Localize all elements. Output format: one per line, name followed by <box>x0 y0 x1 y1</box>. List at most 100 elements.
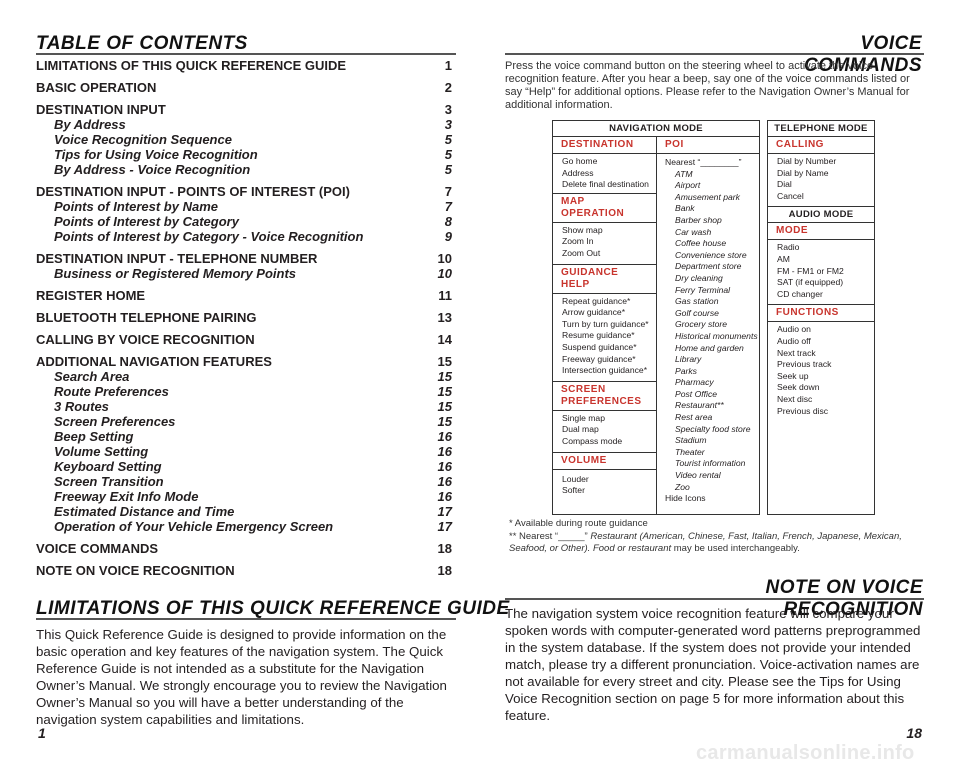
footnote2-italic: Restaurant (American, Chinese, Fast, Ita… <box>509 531 902 554</box>
toc-entry: NOTE ON VOICE RECOGNITION 18 <box>36 563 452 578</box>
list-item: Single map <box>562 412 605 423</box>
list-item: Airport <box>675 180 701 191</box>
list-item: Show map <box>562 224 603 235</box>
footnote2-suffix: may be used interchangeably. <box>671 543 800 554</box>
footnote2-prefix: ** Nearest “_____” <box>509 531 591 542</box>
toc-entry-page: 15 <box>437 354 452 369</box>
toc-entry-label: Business or Registered Memory Points <box>54 266 297 281</box>
poi-list: ATM Airport Amusement park Bank Barber shop C… <box>657 169 759 494</box>
list-item: Suspend guidance* <box>562 341 637 352</box>
list-item: Stadium <box>675 435 707 446</box>
navigation-left-column: DESTINATION Go home Address Delete final d… <box>553 137 657 515</box>
mode-list: Radio AM FM - FM1 or FM2 SAT (if equipped) C… <box>768 240 874 304</box>
toc-entry-label: Tips for Using Voice Recognition <box>54 147 258 162</box>
list-item: Dial by Number <box>777 156 837 166</box>
category-volume: VOLUME <box>553 451 656 470</box>
toc-entry-label: By Address <box>54 117 126 132</box>
toc-entry-label: By Address - Voice Recognition <box>54 162 251 177</box>
page-number-left: 1 <box>38 725 46 741</box>
toc-title: TABLE OF CONTENTS <box>36 33 248 54</box>
toc-entry-page: 10 <box>437 251 452 266</box>
list-item: Parks <box>675 365 697 376</box>
toc-entry-page: 16 <box>437 459 452 474</box>
toc-entry-label: REGISTER HOME <box>36 288 146 303</box>
toc-entry: Freeway Exit Info Mode 16 <box>36 489 452 504</box>
toc-entry: By Address - Voice Recognition 5 <box>36 162 452 177</box>
toc-entry-page: 13 <box>437 310 452 325</box>
toc-entry-label: Points of Interest by Category <box>54 214 239 229</box>
toc-entry-page: 15 <box>437 384 452 399</box>
toc-entry-page: 17 <box>437 504 452 519</box>
list-item: Department store <box>675 261 742 272</box>
audio-mode-header: AUDIO MODE <box>768 206 874 224</box>
screen-preferences-title-line1: SCREEN <box>561 383 606 395</box>
list-item: AM <box>777 253 790 264</box>
toc-entry: Search Area 15 <box>36 369 452 384</box>
list-item: Tourist information <box>675 458 746 469</box>
list-item: Audio off <box>777 335 811 346</box>
voice-commands-title: VOICE COMMANDS <box>804 33 922 76</box>
toc-entry: Points of Interest by Category 8 <box>36 214 452 229</box>
toc-entry-page: 3 <box>444 117 452 132</box>
toc-entry-label: Beep Setting <box>54 429 134 444</box>
list-item: Dry cleaning <box>675 272 723 283</box>
toc-entry: 3 Routes 15 <box>36 399 452 414</box>
category-poi: POI <box>657 137 759 154</box>
toc-entry: Points of Interest by Category - Voice R… <box>36 229 452 244</box>
toc-entry: Voice Recognition Sequence 5 <box>36 132 452 147</box>
category-guidance-help: GUIDANCE HELP <box>553 263 656 294</box>
limitations-title-rule <box>36 618 456 620</box>
list-item: Delete final destination <box>562 179 649 190</box>
toc-entry-page: 15 <box>437 369 452 384</box>
destination-list: Go home Address Delete final destination <box>553 154 656 193</box>
table-of-contents: LIMITATIONS OF THIS QUICK REFERENCE GUID… <box>36 58 452 578</box>
list-item: Intersection guidance* <box>562 365 648 376</box>
toc-entry: Volume Setting 16 <box>36 444 452 459</box>
volume-list: Louder Softer <box>553 470 656 499</box>
list-item: Seek up <box>777 370 809 381</box>
watermark-text: carmanualsonline.info <box>696 742 915 764</box>
toc-entry-page: 5 <box>444 162 452 177</box>
list-item: Amusement park <box>675 191 740 202</box>
navigation-right-column: POI Nearest “________” ATM Airport Amuseme… <box>657 137 759 515</box>
toc-entry: CALLING BY VOICE RECOGNITION 14 <box>36 332 452 347</box>
toc-entry-page: 2 <box>444 80 452 95</box>
toc-entry: Screen Transition 16 <box>36 474 452 489</box>
toc-entry-label: Points of Interest by Category - Voice R… <box>54 229 364 244</box>
toc-entry: DESTINATION INPUT 3 <box>36 102 452 117</box>
list-item: Bank <box>675 203 695 214</box>
toc-entry-page: 7 <box>444 184 452 199</box>
category-destination: DESTINATION <box>553 137 656 154</box>
list-item: Home and garden <box>675 342 744 353</box>
category-mode: MODE <box>768 223 874 241</box>
toc-entry-label: ADDITIONAL NAVIGATION FEATURES <box>36 354 272 369</box>
list-item: Specialty food store <box>675 423 751 434</box>
toc-entry: BASIC OPERATION 2 <box>36 80 452 95</box>
toc-entry: DESTINATION INPUT - TELEPHONE NUMBER 10 <box>36 251 452 266</box>
toc-entry: LIMITATIONS OF THIS QUICK REFERENCE GUID… <box>36 58 452 73</box>
note-text: The navigation system voice recognition … <box>505 606 921 723</box>
toc-entry-page: 17 <box>437 519 452 534</box>
toc-entry-page: 8 <box>444 214 452 229</box>
list-item: Dual map <box>562 424 599 435</box>
list-item: Resume guidance* <box>562 330 635 341</box>
toc-entry-page: 9 <box>444 229 452 244</box>
footnote-double-asterisk: ** Nearest “_____” Restaurant (American,… <box>509 531 919 555</box>
toc-entry: DESTINATION INPUT - POINTS OF INTEREST (… <box>36 184 452 199</box>
list-item: ATM <box>675 168 693 179</box>
navigation-mode-header: NAVIGATION MODE <box>553 121 759 137</box>
list-item: Golf course <box>675 307 719 318</box>
toc-entry-label: VOICE COMMANDS <box>36 541 159 556</box>
toc-entry-page: 15 <box>437 414 452 429</box>
toc-entry: Keyboard Setting 16 <box>36 459 452 474</box>
toc-entry: REGISTER HOME 11 <box>36 288 452 303</box>
poi-nearest: Nearest “________” <box>665 157 742 167</box>
toc-entry-page: 15 <box>437 399 452 414</box>
calling-list: Dial by Number Dial by Name Dial Cancel <box>768 154 874 206</box>
list-item: Dial <box>777 179 792 190</box>
functions-list: Audio on Audio off Next track Previous trac… <box>768 322 874 419</box>
list-item: Radio <box>777 242 800 253</box>
list-item: Post Office <box>675 388 718 399</box>
list-item: Car wash <box>675 226 712 237</box>
list-item: Next disc <box>777 393 813 404</box>
